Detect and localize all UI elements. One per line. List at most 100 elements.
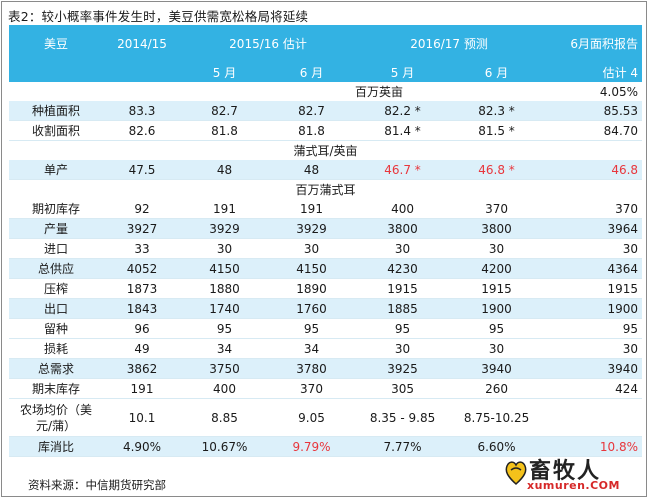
header-label: 美豆 [9, 25, 103, 63]
cell: 4200 [450, 258, 544, 279]
cell: 3750 [181, 358, 268, 379]
watermark-url: xumuren.COM [527, 479, 620, 492]
unit-label: 百万英亩 [355, 84, 404, 99]
row-label: 留种 [9, 318, 103, 339]
header-month: 6 月 [450, 63, 544, 82]
cell: 191 [181, 199, 268, 219]
header-year-2016: 2016/17 预测 [355, 25, 544, 63]
cell: 49 [103, 338, 181, 359]
watermark: 畜牧人 xumuren.COM [505, 452, 645, 494]
cell: 3862 [103, 358, 181, 379]
cell: 3927 [103, 218, 181, 239]
cell: 95 [450, 318, 544, 339]
cell: 400 [181, 378, 268, 399]
cell: 33 [103, 238, 181, 259]
header-month: 5 月 [355, 63, 451, 82]
cell-highlight: 9.79% [268, 436, 356, 457]
cell: 3940 [450, 358, 544, 379]
row-label-line: 元/蒲） [35, 418, 77, 433]
cell: 4150 [181, 258, 268, 279]
unit-label: 蒲式耳/英亩 [293, 143, 358, 158]
cell: 3800 [355, 218, 451, 239]
row-label: 单产 [9, 160, 103, 180]
cell: 82.3 * [450, 101, 544, 121]
cell-highlight: 10.8% [543, 436, 643, 457]
cell: 3800 [450, 218, 544, 239]
cell: 6.60% [450, 436, 544, 457]
table-row-price: 农场均价（美 元/蒲） 10.1 8.85 9.05 8.35 - 9.85 8… [9, 398, 643, 437]
table-row: 压榨 1873 1880 1890 1915 1915 1915 [9, 278, 643, 299]
cell: 1900 [450, 298, 544, 319]
cell: 1885 [355, 298, 451, 319]
cell: 10.67% [181, 436, 268, 457]
cell: 191 [268, 199, 356, 219]
cell: 1880 [181, 278, 268, 299]
row-label: 压榨 [9, 278, 103, 299]
cell: 3964 [543, 218, 643, 239]
cell: 81.8 [268, 120, 356, 141]
table-row: 单产 47.5 48 48 46.7 * 46.8 * 46.8 [9, 160, 643, 180]
cell: 8.35 - 9.85 [355, 398, 451, 437]
cell: 3925 [355, 358, 451, 379]
cell: 1740 [181, 298, 268, 319]
cell: 305 [355, 378, 451, 399]
cell: 4052 [103, 258, 181, 279]
header-estimate: 估计 4 [543, 63, 643, 82]
cell: 48 [181, 160, 268, 180]
watermark-word: 畜牧人 [529, 459, 602, 484]
cell: 370 [268, 378, 356, 399]
table-row: 种植面积 83.3 82.7 82.7 82.2 * 82.3 * 85.53 [9, 101, 643, 121]
unit-row-area: 百万英亩 4.05% [9, 82, 642, 101]
cell: 30 [450, 338, 544, 359]
cell: 3780 [268, 358, 356, 379]
header-month: 6 月 [268, 63, 356, 82]
cell: 82.2 * [355, 101, 451, 121]
cell: 1915 [355, 278, 451, 299]
row-label-line: 农场均价（美 [19, 402, 92, 417]
cell: 95 [181, 318, 268, 339]
cell: 1843 [103, 298, 181, 319]
cell: 3929 [268, 218, 356, 239]
table-row: 损耗 49 34 34 30 30 30 [9, 338, 643, 359]
row-label: 出口 [9, 298, 103, 319]
cell: 260 [450, 378, 544, 399]
cell: 82.7 [181, 101, 268, 121]
table-row: 产量 3927 3929 3929 3800 3800 3964 [9, 218, 643, 239]
row-label: 总供应 [9, 258, 103, 279]
header-year-2015: 2015/16 估计 [181, 25, 356, 63]
cell: 30 [543, 238, 643, 259]
cell: 3940 [543, 358, 643, 379]
cell: 370 [543, 199, 643, 219]
cell: 4150 [268, 258, 356, 279]
cell: 30 [355, 238, 451, 259]
table-row: 进口 33 30 30 30 30 30 [9, 238, 643, 259]
cell: 1890 [268, 278, 356, 299]
cell: 30 [543, 338, 643, 359]
row-label: 种植面积 [9, 101, 103, 121]
cell-highlight: 46.7 * [355, 160, 451, 180]
header-year-2014: 2014/15 [103, 25, 181, 63]
cell: 83.3 [103, 101, 181, 121]
cell: 96 [103, 318, 181, 339]
header-row-1: 美豆 2014/15 2015/16 估计 2016/17 预测 6月面积报告 [9, 25, 643, 63]
row-label: 库消比 [9, 436, 103, 457]
cell: 34 [268, 338, 356, 359]
soybean-balance-table: 美豆 2014/15 2015/16 估计 2016/17 预测 6月面积报告 … [9, 25, 643, 457]
cell: 400 [355, 199, 451, 219]
cell: 1760 [268, 298, 356, 319]
cell: 7.77% [355, 436, 451, 457]
cell: 34 [181, 338, 268, 359]
table-row-ratio: 库消比 4.90% 10.67% 9.79% 7.77% 6.60% 10.8% [9, 436, 643, 457]
row-label: 农场均价（美 元/蒲） [9, 398, 103, 437]
cell: 3929 [181, 218, 268, 239]
cell: 9.05 [268, 398, 356, 437]
row-label: 期初库存 [9, 199, 103, 219]
cell: 84.70 [543, 120, 643, 141]
header-blank [103, 63, 181, 82]
cell [543, 398, 643, 437]
header-row-2: 5 月 6 月 5 月 6 月 估计 4 [9, 63, 643, 82]
cell: 95 [268, 318, 356, 339]
table-caption: 表2：较小概率事件发生时，美豆供需宽松格局将延续 [8, 9, 309, 24]
cell: 30 [181, 238, 268, 259]
